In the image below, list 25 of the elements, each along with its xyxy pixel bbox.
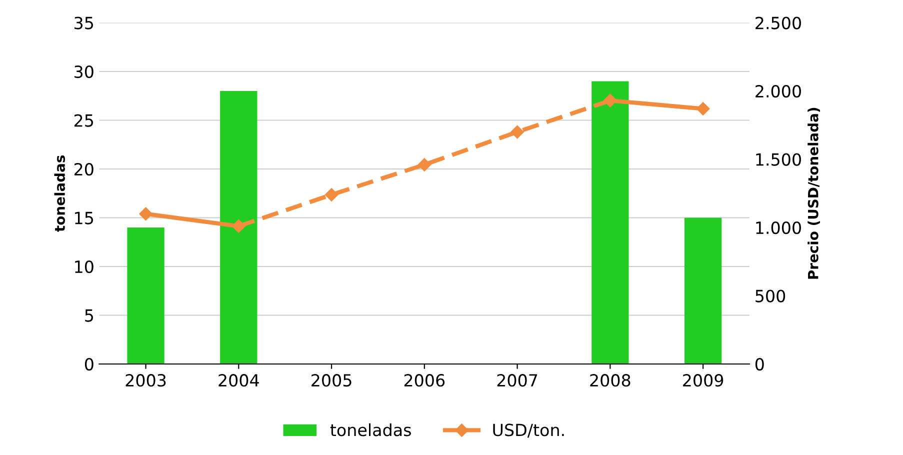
y2-tick-label: 1.000	[756, 221, 801, 234]
y-tick-label: 35	[74, 16, 94, 30]
x-tick-label: 2004	[218, 374, 259, 387]
x-tick-label: 2005	[312, 374, 352, 387]
x-tick-label: 2006	[404, 374, 445, 387]
x-tick-label: 2008	[590, 374, 630, 387]
x-tick-label: 2003	[126, 374, 166, 387]
y-tick-label: 5	[85, 309, 94, 322]
y2-tick-label: 0	[755, 358, 764, 371]
y2-tick-label: 2.000	[756, 84, 801, 98]
x-tick-label: 2009	[683, 374, 724, 387]
y-tick-label: 15	[75, 212, 94, 224]
legend-label: toneladas	[330, 423, 411, 436]
x-tick-label: 2007	[497, 374, 538, 387]
y-tick-label: 20	[74, 162, 94, 176]
y-tick-label: 10	[75, 260, 94, 274]
legend-label: USD/ton.	[493, 424, 564, 438]
y-axis-title: toneladas	[54, 155, 66, 232]
y2-axis-title: Precio (USD/tonelada)	[808, 108, 820, 279]
y2-tick-label: 1.500	[756, 153, 801, 166]
y2-tick-label: 500	[756, 290, 786, 302]
y2-tick-label: 2.500	[756, 16, 801, 30]
y-tick-label: 30	[74, 65, 94, 78]
y-tick-label: 25	[74, 114, 94, 127]
y-tick-label: 0	[84, 358, 94, 371]
